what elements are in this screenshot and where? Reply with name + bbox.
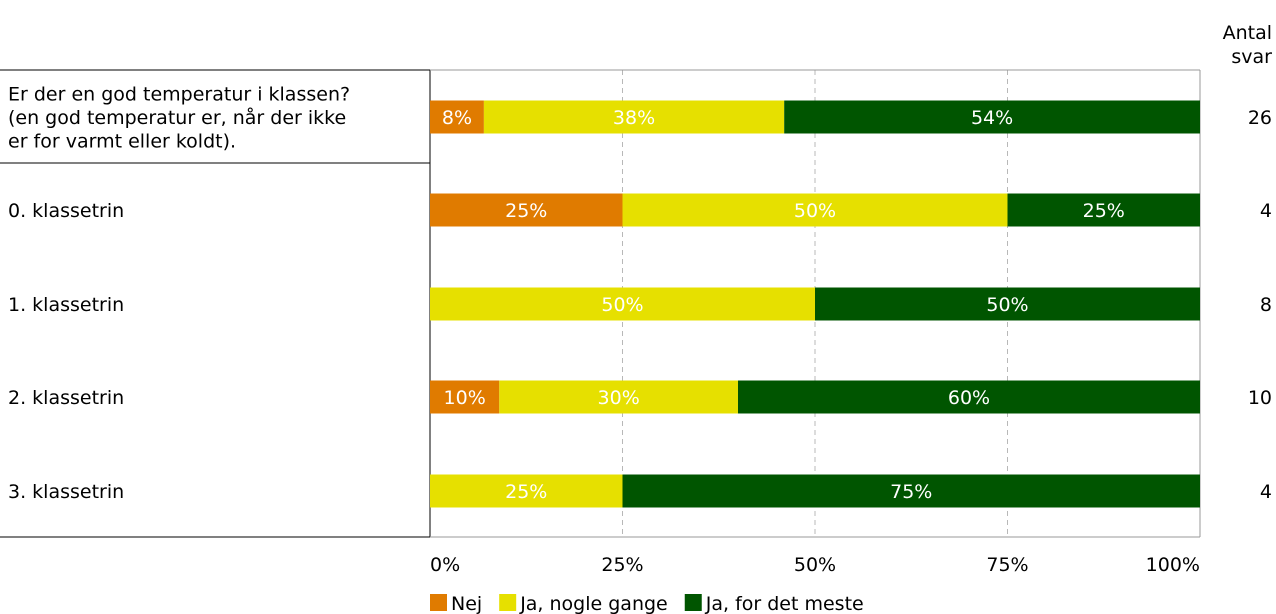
legend: Nej Ja, nogle gange Ja, for det meste [430,593,864,614]
bar-label-row0-series2: 54% [971,107,1013,129]
category-label-3-line-0: 2. klassetrin [8,387,124,409]
bar-label-row3-series1: 30% [598,387,640,409]
bar-label-row0-series1: 38% [613,107,655,129]
bar-label-row3-series0: 10% [444,387,486,409]
category-label-0-line-0: Er der en god temperatur i klassen? [8,84,350,106]
legend-swatch-0 [430,594,447,611]
count-header-line-0: Antal [1223,22,1272,44]
bar-label-row2-series2: 50% [986,294,1028,316]
bar-label-row3-series2: 60% [948,387,990,409]
bars-group: 8% 38% 54% 25% 50% 25% 50% 50% 10% 30% 60% 25% 75% [430,100,1200,508]
count-value-1: 4 [1260,200,1272,222]
bar-label-row1-series1: 50% [794,200,836,222]
category-label-0-line-2: er for varmt eller koldt). [8,131,236,153]
category-labels: Er der en god temperatur i klassen?(en g… [8,84,350,504]
bar-segment-row2-series2 [815,287,1200,321]
bar-segment-row4-series1 [430,474,623,508]
x-tick-label-2: 50% [794,554,836,576]
bar-label-row1-series2: 25% [1083,200,1125,222]
x-tick-label-1: 25% [601,554,643,576]
count-value-0: 26 [1248,107,1272,129]
category-label-2-line-0: 1. klassetrin [8,294,124,316]
count-value-3: 10 [1248,387,1272,409]
bar-segment-row3-series1 [499,380,738,414]
legend-label-1: Ja, nogle gange [519,593,668,614]
x-tick-label-4: 100% [1146,554,1200,576]
count-header-line-1: svar [1231,46,1272,68]
legend-swatch-2 [684,594,702,611]
bar-segment-row0-series2 [784,100,1200,134]
bar-segment-row4-series2 [622,474,1200,508]
bar-segment-row3-series2 [738,380,1200,414]
legend-label-2: Ja, for det meste [705,593,864,614]
x-tick-label-3: 75% [986,554,1028,576]
bar-segment-row3-series0 [430,380,500,414]
bar-segment-row1-series1 [622,193,1008,227]
bar-segment-row1-series2 [1007,193,1200,227]
bar-label-row2-series1: 50% [601,294,643,316]
bar-segment-row2-series1 [430,287,815,321]
category-label-4-line-0: 3. klassetrin [8,481,124,503]
grid-lines [622,70,1008,537]
legend-label-0: Nej [451,593,482,614]
bar-segment-row0-series0 [430,100,484,134]
category-label-1-line-0: 0. klassetrin [8,200,124,222]
count-value-2: 8 [1260,294,1272,316]
count-value-4: 4 [1260,481,1272,503]
plot-frame [0,69,1201,538]
bar-segment-row1-series0 [430,193,623,227]
bar-label-row1-series0: 25% [505,200,547,222]
legend-swatch-1 [499,594,517,611]
bar-label-row0-series0: 8% [442,107,472,129]
x-axis-ticks: 0% 25% 50% 75% 100% [430,554,1200,576]
category-label-0-line-1: (en god temperatur er, når der ikke [8,106,346,129]
bar-segment-row0-series1 [483,100,785,134]
bar-label-row4-series1: 25% [505,481,547,503]
x-tick-label-0: 0% [430,554,460,576]
bar-label-row4-series2: 75% [890,481,932,503]
